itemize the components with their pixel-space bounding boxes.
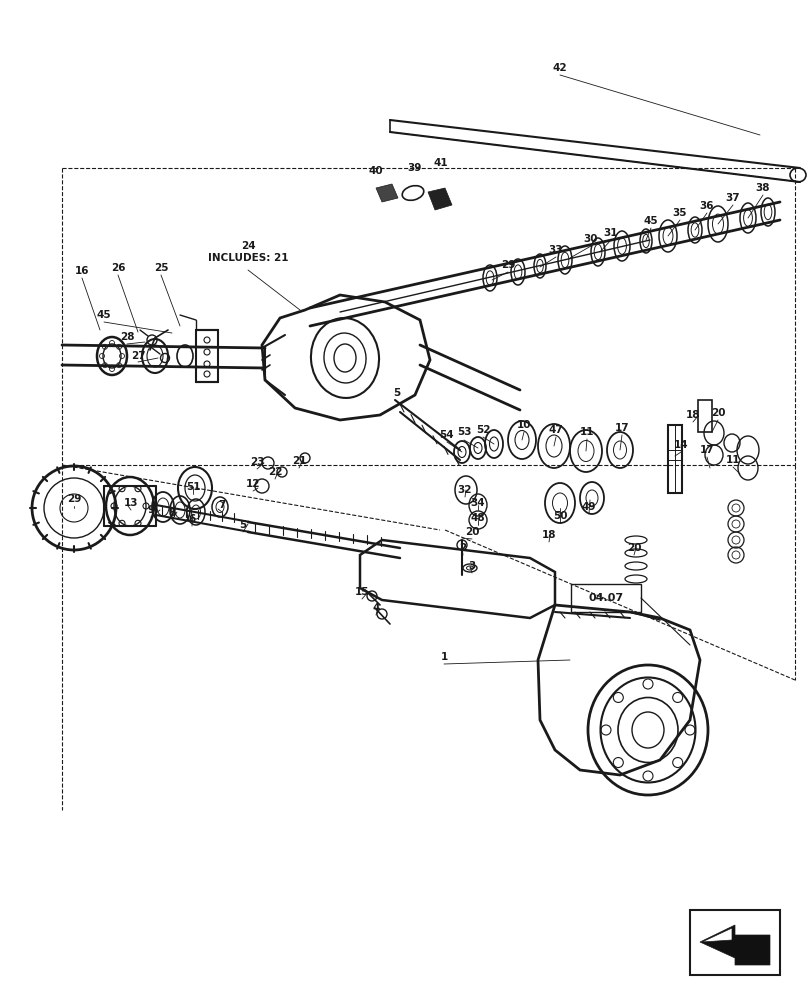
Text: 28: 28 bbox=[120, 332, 134, 342]
Text: 40: 40 bbox=[368, 166, 383, 176]
Text: 04.07: 04.07 bbox=[588, 593, 624, 603]
Text: 50: 50 bbox=[553, 511, 567, 521]
Text: 14: 14 bbox=[674, 440, 688, 450]
Text: 23: 23 bbox=[250, 457, 264, 467]
Polygon shape bbox=[376, 184, 398, 202]
Text: 47: 47 bbox=[549, 425, 563, 435]
Text: 10: 10 bbox=[517, 420, 531, 430]
Text: 29: 29 bbox=[67, 494, 81, 504]
Text: 39: 39 bbox=[408, 163, 423, 173]
Text: INCLUDES: 21: INCLUDES: 21 bbox=[208, 253, 288, 263]
Text: 1: 1 bbox=[440, 652, 448, 662]
Polygon shape bbox=[702, 928, 732, 942]
Text: 5: 5 bbox=[393, 388, 401, 398]
Text: 15: 15 bbox=[355, 587, 369, 597]
Text: 9: 9 bbox=[147, 505, 154, 515]
Text: 42: 42 bbox=[553, 63, 567, 73]
Polygon shape bbox=[700, 925, 770, 965]
Text: 25: 25 bbox=[154, 263, 168, 273]
Text: 22: 22 bbox=[267, 467, 282, 477]
Text: 2: 2 bbox=[460, 543, 467, 553]
Text: 49: 49 bbox=[582, 502, 596, 512]
Text: 20: 20 bbox=[465, 527, 479, 537]
Text: 6: 6 bbox=[188, 514, 196, 524]
Bar bbox=[571, 584, 641, 612]
Text: 52: 52 bbox=[476, 425, 490, 435]
Text: 18: 18 bbox=[686, 410, 701, 420]
Text: 34: 34 bbox=[471, 498, 486, 508]
Text: 36: 36 bbox=[700, 201, 714, 211]
Text: 3: 3 bbox=[469, 561, 476, 571]
Text: 16: 16 bbox=[75, 266, 89, 276]
Text: 51: 51 bbox=[186, 482, 200, 492]
Text: 11: 11 bbox=[580, 427, 594, 437]
Text: 45: 45 bbox=[97, 310, 112, 320]
Text: 17: 17 bbox=[615, 423, 629, 433]
Text: 4: 4 bbox=[372, 603, 380, 613]
Text: 12: 12 bbox=[246, 479, 260, 489]
Text: 30: 30 bbox=[583, 234, 598, 244]
Text: 5: 5 bbox=[239, 520, 246, 530]
Text: 8: 8 bbox=[168, 508, 175, 518]
Text: 45: 45 bbox=[644, 216, 659, 226]
Text: 21: 21 bbox=[292, 456, 306, 466]
Text: 31: 31 bbox=[604, 228, 618, 238]
Text: 18: 18 bbox=[541, 530, 556, 540]
Polygon shape bbox=[428, 188, 452, 210]
Text: 11: 11 bbox=[726, 455, 740, 465]
Bar bbox=[690, 910, 780, 975]
Text: 20: 20 bbox=[627, 543, 642, 553]
Text: 13: 13 bbox=[124, 498, 138, 508]
Text: 48: 48 bbox=[471, 513, 486, 523]
Text: 32: 32 bbox=[458, 485, 472, 495]
Text: 24: 24 bbox=[241, 241, 255, 251]
Text: 27: 27 bbox=[131, 351, 145, 361]
Text: 54: 54 bbox=[440, 430, 454, 440]
Text: 33: 33 bbox=[549, 245, 563, 255]
Text: 41: 41 bbox=[434, 158, 448, 168]
Text: 37: 37 bbox=[726, 193, 740, 203]
Bar bbox=[668, 425, 682, 493]
Text: 7: 7 bbox=[218, 500, 225, 510]
Text: 53: 53 bbox=[457, 427, 471, 437]
Text: 35: 35 bbox=[673, 208, 688, 218]
Text: 26: 26 bbox=[111, 263, 125, 273]
Text: 38: 38 bbox=[755, 183, 770, 193]
Text: 20: 20 bbox=[711, 408, 726, 418]
Text: 17: 17 bbox=[700, 445, 714, 455]
Text: 29: 29 bbox=[501, 260, 516, 270]
Bar bbox=[698, 400, 712, 432]
